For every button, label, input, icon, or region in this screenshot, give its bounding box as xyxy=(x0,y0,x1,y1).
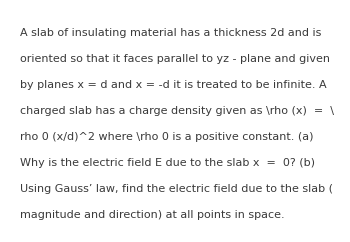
Text: rho 0 (x/d)^2 where \rho 0 is a positive constant. (a): rho 0 (x/d)^2 where \rho 0 is a positive… xyxy=(20,132,314,142)
Text: Using Gauss’ law, find the electric field due to the slab (: Using Gauss’ law, find the electric fiel… xyxy=(20,184,333,194)
Text: A slab of insulating material has a thickness 2d and is: A slab of insulating material has a thic… xyxy=(20,28,321,38)
Text: Why is the electric field E due to the slab x  =  0? (b): Why is the electric field E due to the s… xyxy=(20,158,315,168)
Text: magnitude and direction) at all points in space.: magnitude and direction) at all points i… xyxy=(20,210,285,220)
Text: by planes x = d and x = -d it is treated to be infinite. A: by planes x = d and x = -d it is treated… xyxy=(20,80,327,90)
Text: charged slab has a charge density given as \rho (x)  =  \: charged slab has a charge density given … xyxy=(20,106,334,116)
Text: oriented so that it faces parallel to yz - plane and given: oriented so that it faces parallel to yz… xyxy=(20,54,330,64)
